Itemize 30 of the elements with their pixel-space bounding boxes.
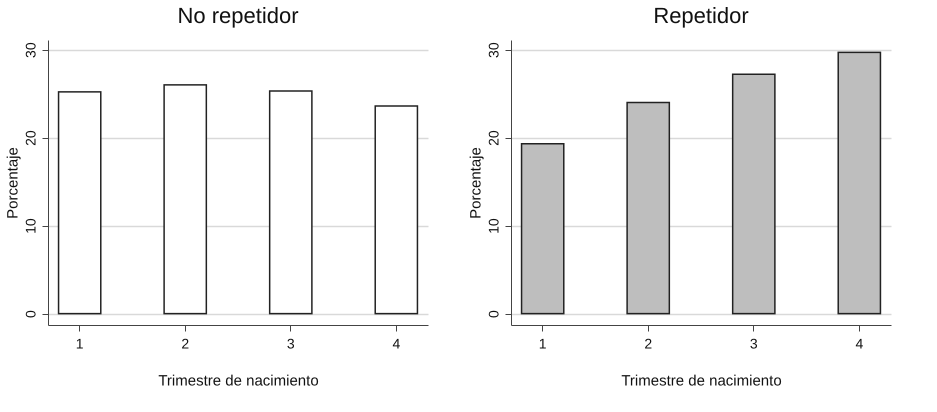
chart-title: Repetidor — [653, 3, 749, 28]
bar — [626, 102, 670, 314]
x-tick-label: 1 — [76, 336, 84, 352]
y-tick-label: 30 — [486, 42, 502, 58]
y-axis-title: Porcentaje — [4, 147, 22, 219]
x-axis-title: Trimestre de nacimiento — [158, 372, 319, 390]
y-tick-label: 10 — [22, 218, 38, 234]
y-tick-label: 20 — [22, 130, 38, 146]
x-tick-label: 1 — [538, 336, 547, 352]
bar — [520, 143, 565, 314]
y-tick-label: 30 — [22, 42, 38, 58]
y-tick-label: 10 — [486, 218, 502, 234]
y-tick-label: 0 — [22, 310, 38, 318]
bar — [837, 52, 882, 314]
chart-title: No repetidor — [177, 3, 299, 28]
x-tick-label: 3 — [750, 336, 758, 352]
bar — [374, 105, 418, 314]
y-axis-title: Porcentaje — [468, 147, 484, 219]
x-tick-label: 4 — [392, 336, 400, 352]
y-tick-label: 0 — [486, 310, 502, 318]
x-axis-title: Trimestre de nacimiento — [621, 372, 782, 390]
x-tick-label: 2 — [644, 336, 652, 352]
bar — [268, 90, 313, 314]
bar — [163, 84, 208, 314]
x-tick-label: 4 — [855, 336, 864, 352]
bar — [732, 74, 776, 314]
x-tick-label: 3 — [286, 336, 295, 352]
x-tick-label: 2 — [181, 336, 190, 352]
bar — [58, 91, 102, 314]
y-tick-label: 20 — [486, 130, 502, 146]
